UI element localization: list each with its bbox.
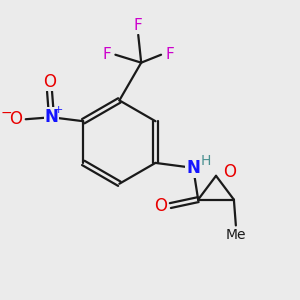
Text: F: F [102, 47, 111, 62]
Text: O: O [43, 73, 56, 91]
Text: H: H [201, 154, 211, 168]
Text: Me: Me [226, 228, 246, 242]
Text: −: − [0, 106, 12, 120]
Text: O: O [224, 163, 236, 181]
Text: N: N [45, 108, 58, 126]
Text: O: O [9, 110, 22, 128]
Text: F: F [134, 18, 142, 33]
Text: F: F [166, 47, 174, 62]
Text: N: N [186, 159, 200, 177]
Text: O: O [154, 196, 167, 214]
Text: +: + [54, 105, 63, 115]
